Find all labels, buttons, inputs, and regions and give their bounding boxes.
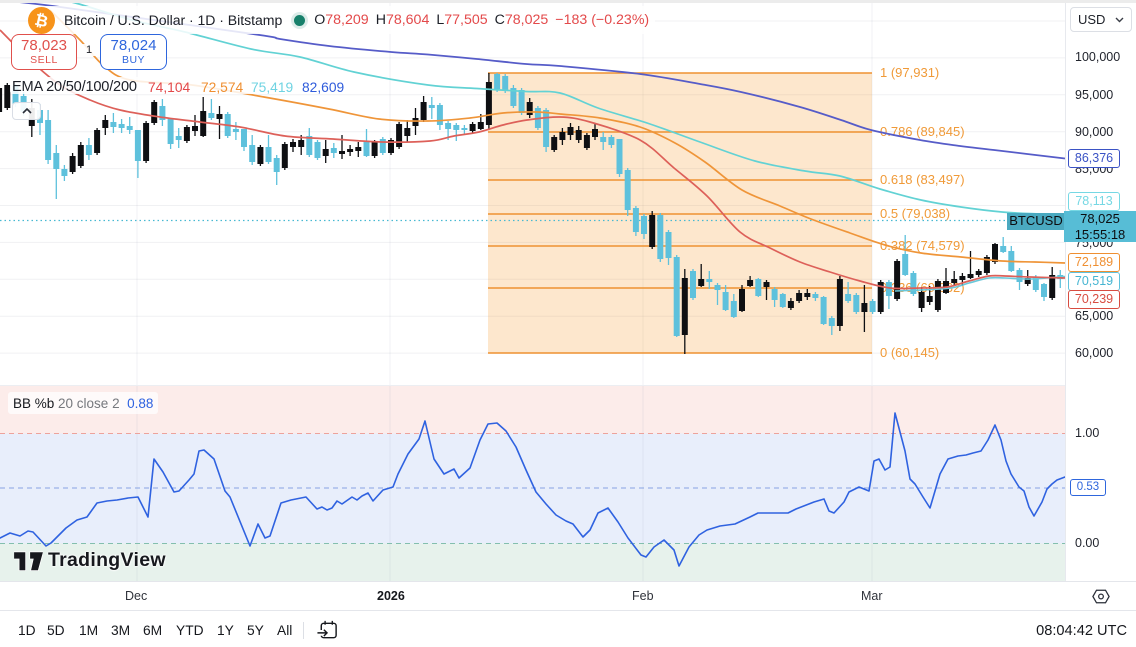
svg-text:0.5 (79,038): 0.5 (79,038) xyxy=(880,206,950,221)
svg-text:0.618 (83,497): 0.618 (83,497) xyxy=(880,172,965,187)
svg-text:1 (97,931): 1 (97,931) xyxy=(880,65,939,80)
svg-text:0 (60,145): 0 (60,145) xyxy=(880,345,939,360)
svg-text:₿: ₿ xyxy=(33,10,50,30)
svg-text:0.382 (74,579): 0.382 (74,579) xyxy=(880,238,965,253)
svg-text:0.786 (89,845): 0.786 (89,845) xyxy=(880,124,965,139)
